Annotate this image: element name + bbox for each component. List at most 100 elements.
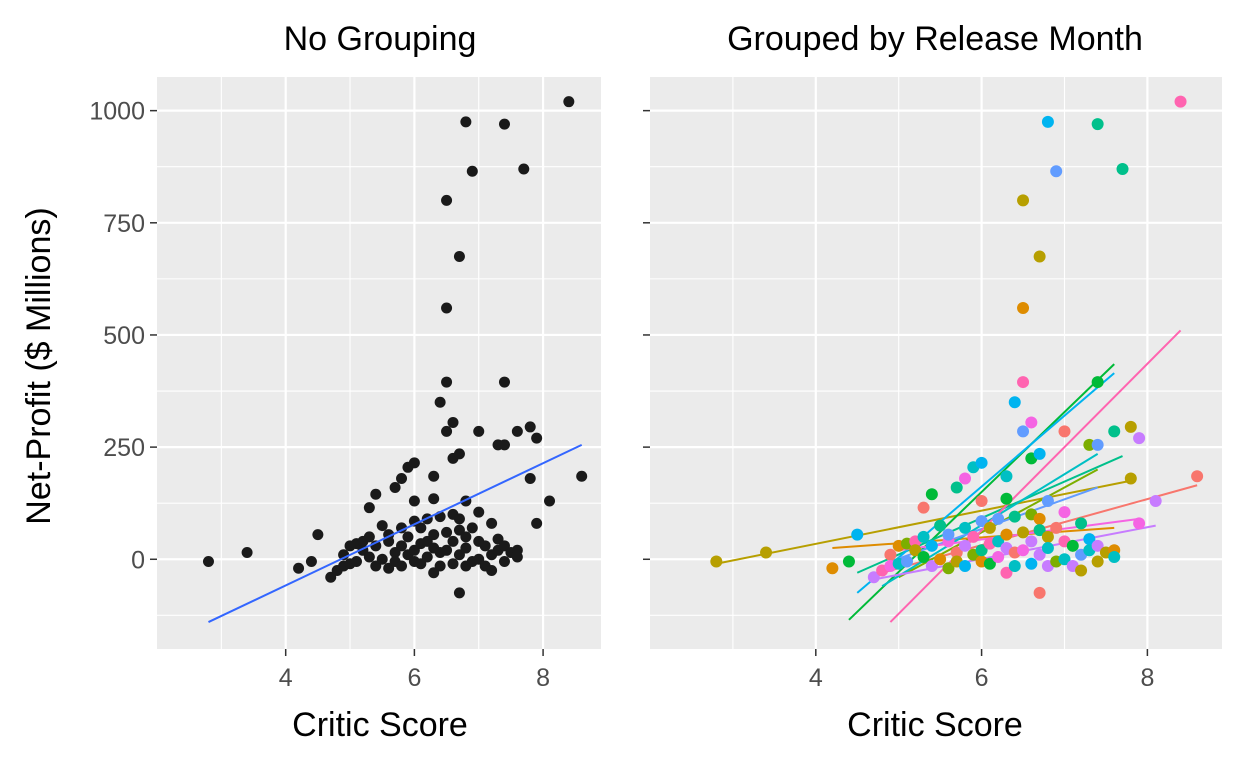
- data-point: [1033, 250, 1046, 263]
- data-point: [1008, 560, 1021, 573]
- data-point: [1041, 494, 1054, 507]
- data-point: [363, 531, 375, 543]
- y-tick-label: 750: [103, 210, 145, 238]
- data-point: [441, 302, 453, 314]
- data-point: [1058, 506, 1071, 519]
- data-point: [1124, 472, 1137, 485]
- right-points: [710, 95, 1204, 599]
- right-x-axis-title: Critic Score: [847, 706, 1023, 744]
- data-point: [563, 96, 575, 108]
- data-point: [202, 556, 214, 568]
- data-point: [1008, 396, 1021, 409]
- data-point: [434, 396, 446, 408]
- data-point: [942, 528, 955, 541]
- x-tick-label: 8: [1140, 664, 1154, 692]
- data-point: [511, 551, 523, 563]
- data-point: [959, 539, 972, 552]
- data-point: [1091, 376, 1104, 389]
- data-point: [1017, 425, 1030, 438]
- data-point: [293, 562, 305, 574]
- data-point: [518, 163, 530, 175]
- x-tick-label: 8: [536, 664, 550, 692]
- data-point: [1091, 438, 1104, 451]
- x-tick-label: 6: [407, 664, 421, 692]
- data-point: [1025, 416, 1038, 429]
- data-point: [842, 555, 855, 568]
- data-point: [511, 425, 523, 437]
- left-x-axis-title: Critic Score: [292, 706, 468, 744]
- data-point: [942, 562, 955, 575]
- data-point: [473, 506, 485, 518]
- data-point: [524, 473, 536, 485]
- right-x-ticks: 4 6 8: [809, 649, 1154, 692]
- data-point: [363, 551, 375, 563]
- data-point: [479, 540, 491, 552]
- data-point: [396, 473, 408, 485]
- group-fit-line: [848, 363, 1115, 621]
- data-point: [1058, 425, 1071, 438]
- data-point: [983, 557, 996, 570]
- data-point: [350, 556, 362, 568]
- data-point: [453, 448, 465, 460]
- data-point: [1091, 555, 1104, 568]
- data-point: [867, 571, 880, 584]
- right-y-ticks: [643, 109, 650, 561]
- data-point: [531, 432, 543, 444]
- x-tick-label: 4: [279, 664, 293, 692]
- data-point: [441, 376, 453, 388]
- data-point: [760, 546, 773, 559]
- data-point: [934, 519, 947, 532]
- data-point: [1116, 162, 1129, 175]
- data-point: [1124, 420, 1137, 433]
- data-point: [1075, 517, 1088, 530]
- data-point: [1091, 118, 1104, 131]
- y-tick-label: 0: [131, 546, 145, 574]
- left-x-ticks: 4 6 8: [279, 649, 550, 692]
- data-point: [925, 488, 938, 501]
- data-point: [428, 470, 440, 482]
- data-point: [466, 522, 478, 534]
- data-point: [710, 555, 723, 568]
- data-point: [544, 495, 556, 507]
- data-point: [305, 556, 317, 568]
- data-point: [884, 548, 897, 561]
- data-point: [241, 547, 253, 559]
- x-tick-label: 4: [809, 664, 823, 692]
- data-point: [925, 539, 938, 552]
- data-point: [975, 494, 988, 507]
- data-point: [447, 416, 459, 428]
- right-chart: Grouped by Release Month 4 6 8 Critic Scor…: [643, 20, 1222, 744]
- data-point: [959, 521, 972, 534]
- data-point: [460, 542, 472, 554]
- data-point: [453, 513, 465, 525]
- x-tick-label: 6: [975, 664, 989, 692]
- data-point: [959, 472, 972, 485]
- data-point: [1017, 526, 1030, 539]
- data-point: [992, 535, 1005, 548]
- data-point: [900, 555, 913, 568]
- group-fit-line: [889, 329, 1182, 623]
- group-fit-line: [716, 479, 1132, 565]
- data-point: [1075, 564, 1088, 577]
- data-point: [447, 558, 459, 570]
- data-point: [1191, 470, 1204, 483]
- data-point: [1033, 586, 1046, 599]
- group-fit-line: [856, 372, 1115, 594]
- data-point: [917, 551, 930, 564]
- data-point: [460, 116, 472, 128]
- data-point: [959, 560, 972, 573]
- data-point: [428, 529, 440, 541]
- data-point: [396, 560, 408, 572]
- data-point: [1041, 530, 1054, 543]
- data-point: [389, 481, 401, 493]
- data-point: [917, 501, 930, 514]
- data-point: [1050, 521, 1063, 534]
- data-point: [408, 457, 420, 469]
- data-point: [950, 546, 963, 559]
- data-point: [524, 421, 536, 433]
- data-point: [408, 495, 420, 507]
- data-point: [1017, 544, 1030, 557]
- left-fit-lines: [208, 443, 583, 623]
